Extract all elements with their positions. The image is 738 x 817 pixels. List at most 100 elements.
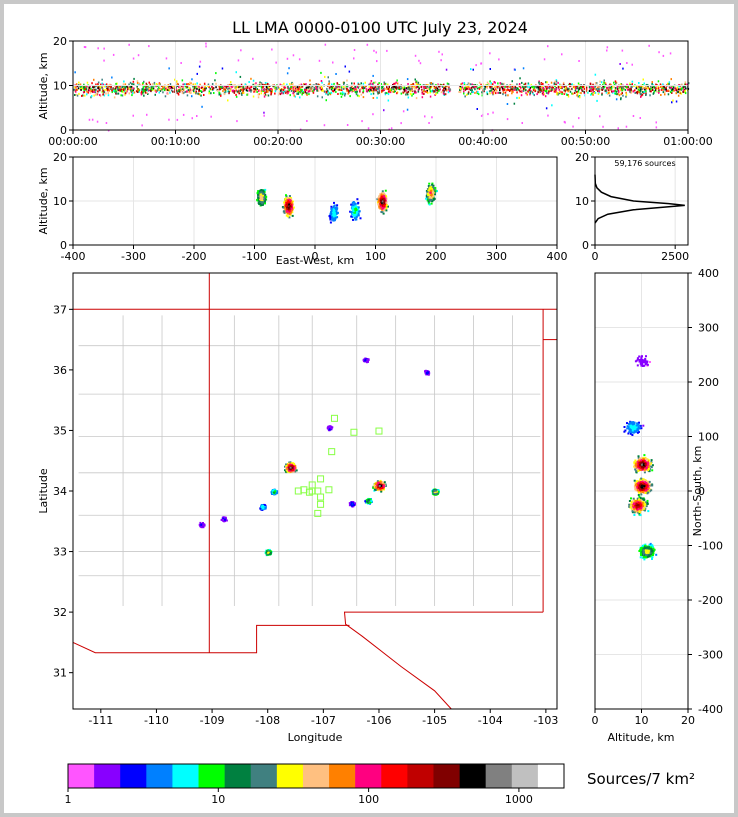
source-point	[414, 87, 416, 90]
source-point	[478, 81, 481, 84]
source-point	[362, 91, 364, 94]
source-point	[353, 207, 356, 210]
source-point	[184, 83, 187, 86]
source-point	[107, 94, 110, 97]
source-point	[576, 94, 578, 97]
source-point	[168, 118, 170, 121]
source-point	[434, 190, 437, 193]
source-point	[460, 83, 462, 86]
source-point	[430, 189, 433, 192]
source-point	[333, 89, 336, 91]
source-point	[282, 89, 284, 91]
source-point	[284, 86, 287, 89]
source-point	[428, 182, 431, 185]
source-point	[529, 92, 531, 95]
source-point	[291, 209, 294, 211]
source-point	[507, 88, 509, 91]
source-point	[567, 87, 569, 90]
source-point	[430, 198, 433, 201]
source-point	[384, 204, 387, 207]
source-point	[121, 90, 123, 93]
source-point	[84, 86, 86, 89]
source-point	[193, 91, 195, 94]
source-point	[201, 91, 203, 93]
source-point	[672, 99, 674, 102]
source-point	[441, 53, 443, 56]
source-point	[429, 86, 432, 89]
source-point	[431, 90, 433, 93]
source-point	[143, 94, 145, 97]
source-point	[117, 88, 119, 91]
source-point	[83, 46, 86, 48]
source-point	[223, 93, 226, 96]
source-point	[679, 90, 681, 93]
source-point	[594, 91, 597, 94]
source-point	[303, 83, 306, 86]
time-tick-label: 00:30:00	[356, 135, 405, 148]
source-point	[610, 85, 613, 88]
source-point	[339, 92, 342, 95]
source-point	[127, 88, 129, 91]
source-point	[579, 96, 581, 99]
source-point	[429, 194, 432, 197]
time-tick-label: 00:00:00	[48, 135, 97, 148]
source-point	[663, 86, 665, 89]
source-point	[207, 83, 210, 86]
source-point	[103, 85, 105, 88]
source-point	[537, 91, 539, 94]
source-point	[539, 88, 541, 91]
source-point	[381, 211, 384, 214]
source-point	[573, 87, 576, 90]
source-point	[599, 80, 601, 83]
source-point	[376, 90, 379, 93]
source-point	[545, 107, 548, 110]
ew-tick-label: -300	[121, 250, 146, 263]
source-point	[285, 91, 287, 94]
time-alt-tick-label: 0	[60, 124, 67, 137]
source-point	[129, 86, 131, 89]
source-point	[599, 115, 601, 118]
source-point	[163, 87, 165, 90]
source-point	[510, 89, 513, 92]
source-point	[372, 74, 374, 77]
source-point	[481, 94, 483, 97]
source-point	[298, 85, 300, 88]
source-point	[339, 89, 342, 91]
source-point	[680, 86, 682, 89]
source-point	[486, 93, 489, 96]
source-point	[355, 88, 358, 91]
source-point	[378, 206, 381, 209]
source-point	[382, 89, 384, 92]
source-point	[264, 92, 266, 94]
source-point	[550, 90, 552, 92]
source-point	[263, 88, 265, 91]
source-point	[658, 89, 660, 92]
source-point	[458, 91, 460, 93]
source-point	[518, 83, 521, 85]
source-point	[428, 203, 431, 206]
source-point	[292, 206, 295, 209]
source-point	[603, 81, 605, 84]
source-point	[176, 91, 178, 94]
source-point	[89, 85, 91, 88]
source-point	[357, 206, 360, 209]
source-point	[252, 83, 254, 86]
source-point	[142, 82, 144, 85]
source-point	[223, 85, 226, 88]
source-point	[426, 188, 429, 191]
source-point	[671, 88, 674, 91]
source-point	[422, 91, 425, 94]
source-point	[263, 191, 266, 193]
source-point	[330, 207, 333, 210]
source-point	[382, 203, 385, 206]
source-point	[255, 86, 257, 89]
source-point	[203, 89, 206, 92]
source-point	[575, 87, 577, 90]
source-point	[143, 80, 145, 83]
source-point	[469, 92, 472, 95]
source-point	[617, 127, 619, 130]
source-point	[290, 87, 292, 90]
source-point	[392, 82, 395, 85]
source-point	[356, 94, 359, 97]
source-point	[436, 190, 438, 193]
